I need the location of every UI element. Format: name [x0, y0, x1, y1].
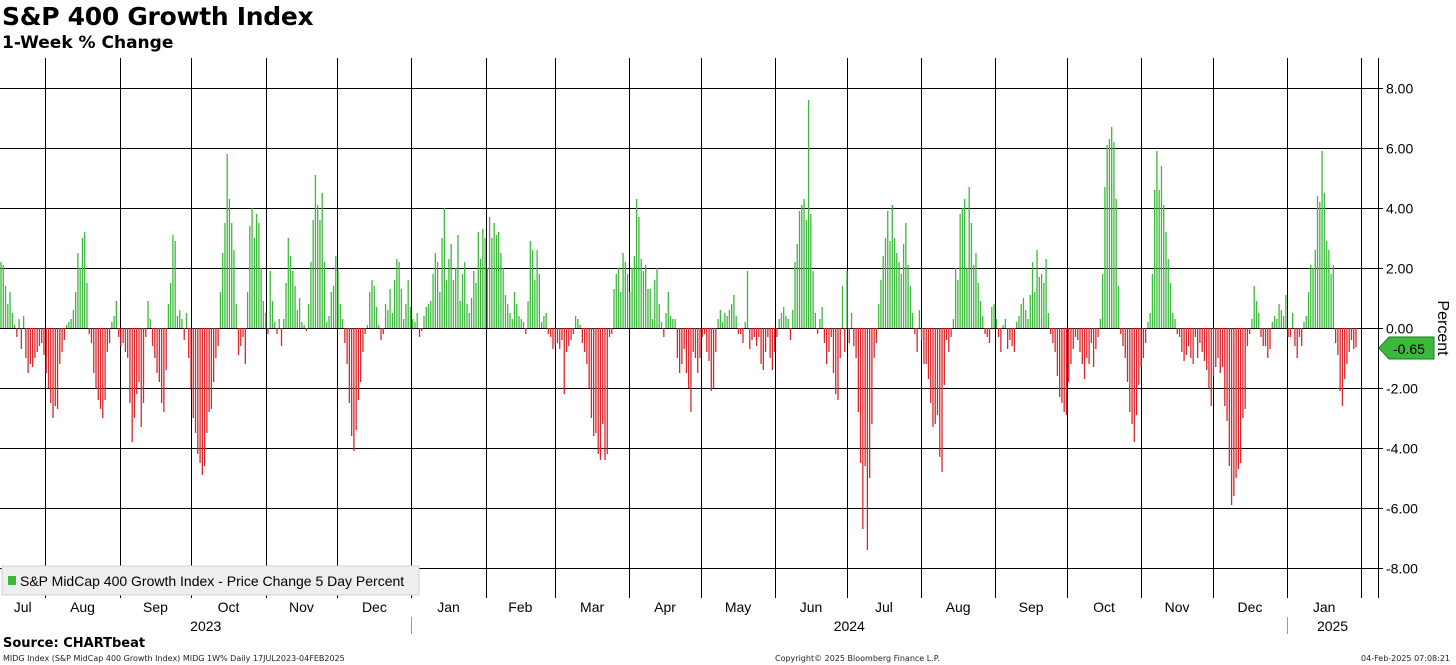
footer-ticker-info: MIDG Index (S&P MidCap 400 Growth Index)…: [3, 654, 345, 663]
legend-background: [1, 565, 420, 596]
y-tick-label: 4.00: [1386, 201, 1413, 217]
chart-subtitle: 1-Week % Change: [2, 33, 174, 53]
last-value-tag: -0.65: [1378, 336, 1435, 360]
y-tick-label: -8.00: [1386, 561, 1418, 577]
y-tick-label: -2.00: [1386, 381, 1418, 397]
chart-title: S&P 400 Growth Index: [2, 2, 314, 31]
legend-swatch: [8, 576, 16, 585]
x-month-label: Jun: [800, 599, 823, 615]
x-month-label: Jan: [1313, 599, 1336, 615]
x-month-label: Nov: [289, 599, 314, 615]
y-tick-label: 6.00: [1386, 141, 1413, 157]
x-month-label: Dec: [1238, 599, 1263, 615]
x-month-label: Nov: [1165, 599, 1190, 615]
x-month-label: Dec: [362, 599, 387, 615]
x-year-label: 2023: [190, 618, 221, 634]
x-month-label: Sep: [143, 599, 168, 615]
x-month-label: Oct: [218, 599, 240, 615]
y-tick-label: -4.00: [1386, 441, 1418, 457]
y-tick-label: 8.00: [1386, 81, 1413, 97]
y-tick-label: -6.00: [1386, 501, 1418, 517]
x-month-label: Apr: [654, 599, 676, 615]
legend-label: S&P MidCap 400 Growth Index - Price Chan…: [20, 573, 404, 589]
x-month-label: Jul: [14, 599, 32, 615]
grid-layer: [0, 58, 1378, 598]
last-value-box: [1378, 336, 1435, 360]
x-year-label: 2025: [1317, 618, 1348, 634]
x-month-label: Aug: [70, 599, 95, 615]
source-label: Source: CHARTbeat: [3, 636, 146, 651]
axis-layer: 8.00 6.00 4.00 2.00 0.00 -2.00 -4.00 -6.00 -8.00…: [14, 58, 1418, 634]
bars-layer: [0, 100, 1357, 550]
y-axis-title: Percent: [1434, 300, 1451, 356]
x-month-label: Mar: [580, 599, 604, 615]
legend: S&P MidCap 400 Growth Index - Price Chan…: [1, 565, 420, 596]
x-month-label: Jul: [875, 599, 893, 615]
x-year-label: 2024: [834, 618, 865, 634]
x-month-label: Feb: [508, 599, 532, 615]
y-tick-label: 0.00: [1386, 321, 1413, 337]
x-month-label: Aug: [946, 599, 971, 615]
x-month-label: Oct: [1093, 599, 1115, 615]
x-month-label: Jan: [437, 599, 460, 615]
footer-copyright: Copyright© 2025 Bloomberg Finance L.P.: [775, 654, 940, 663]
x-month-label: Sep: [1019, 599, 1044, 615]
last-value-label: -0.65: [1393, 341, 1425, 357]
y-tick-label: 2.00: [1386, 261, 1413, 277]
footer-timestamp: 04-Feb-2025 07:08:21: [1361, 654, 1450, 663]
x-month-label: May: [725, 599, 751, 615]
